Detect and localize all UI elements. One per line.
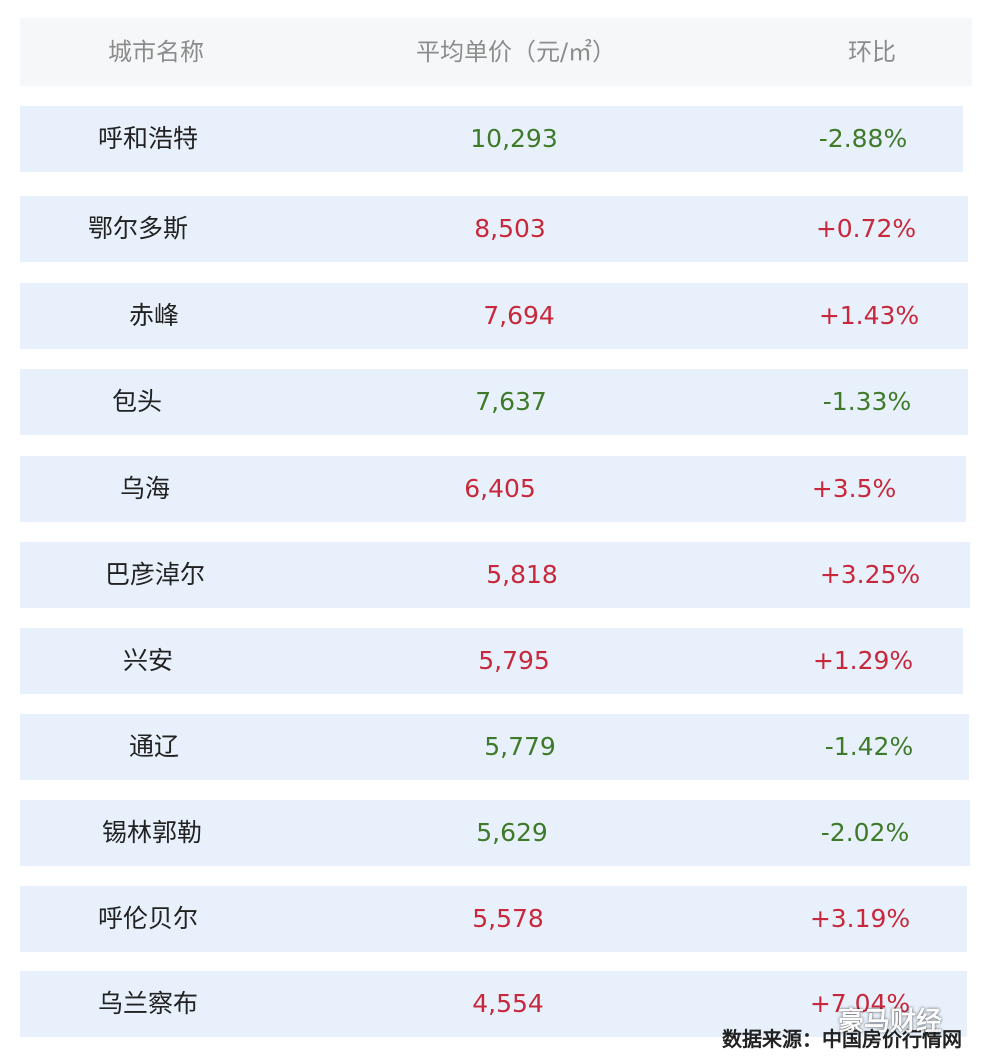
change-value: +3.5% <box>811 474 897 503</box>
change-value: -2.02% <box>820 818 910 847</box>
city-name: 鄂尔多斯 <box>87 214 189 243</box>
change-value: -1.42% <box>824 732 914 761</box>
city-name: 锡林郭勒 <box>101 818 203 847</box>
city-name: 包头 <box>111 387 163 416</box>
price-value: 8,503 <box>474 214 546 243</box>
change-value: +7.04% <box>809 989 911 1018</box>
change-value: +0.72% <box>815 214 917 243</box>
price-value: 5,578 <box>472 904 544 933</box>
watermark: 豪马财经 <box>838 1007 943 1037</box>
price-value: 5,779 <box>484 732 556 761</box>
price-value: 5,629 <box>476 818 548 847</box>
city-name: 乌兰察布 <box>97 989 199 1018</box>
price-value: 5,795 <box>478 646 550 675</box>
table-header: 城市名称 平均单价（元/㎡） 环比 <box>20 18 972 86</box>
table-row: 乌兰察布 4,554 +7.04% <box>20 971 967 1037</box>
city-name: 通辽 <box>128 732 180 761</box>
table-row: 包头 7,637 -1.33% <box>20 369 968 435</box>
header-price: 平均单价（元/㎡） <box>415 38 617 66</box>
data-source-note: 数据来源：中国房价行情网 <box>722 1027 962 1051</box>
header-city: 城市名称 <box>108 38 204 66</box>
header-change: 环比 <box>848 38 896 66</box>
city-name: 巴彦淖尔 <box>104 560 206 589</box>
city-name: 呼和浩特 <box>97 124 199 153</box>
price-value: 4,554 <box>472 989 544 1018</box>
change-value: +3.19% <box>809 904 911 933</box>
change-value: +1.43% <box>818 301 920 330</box>
price-value: 6,405 <box>464 474 536 503</box>
table-row: 呼伦贝尔 5,578 +3.19% <box>20 886 967 952</box>
price-value: 5,818 <box>486 560 558 589</box>
table-row: 通辽 5,779 -1.42% <box>20 714 969 780</box>
table-row: 兴安 5,795 +1.29% <box>20 628 963 694</box>
table-row: 鄂尔多斯 8,503 +0.72% <box>20 196 968 262</box>
change-value: +1.29% <box>812 646 914 675</box>
table-row: 呼和浩特 10,293 -2.88% <box>20 106 963 172</box>
city-name: 兴安 <box>122 646 174 675</box>
change-value: -2.88% <box>818 124 908 153</box>
table-row: 巴彦淖尔 5,818 +3.25% <box>20 542 970 608</box>
table-row: 赤峰 7,694 +1.43% <box>20 283 968 349</box>
city-name: 赤峰 <box>128 301 180 330</box>
price-value: 7,694 <box>483 301 555 330</box>
city-name: 乌海 <box>119 474 171 503</box>
change-value: -1.33% <box>822 387 912 416</box>
price-value: 10,293 <box>470 124 558 153</box>
city-name: 呼伦贝尔 <box>97 904 199 933</box>
change-value: +3.25% <box>819 560 921 589</box>
table-row: 乌海 6,405 +3.5% <box>20 456 966 522</box>
table-row: 锡林郭勒 5,629 -2.02% <box>20 800 970 866</box>
price-value: 7,637 <box>475 387 547 416</box>
